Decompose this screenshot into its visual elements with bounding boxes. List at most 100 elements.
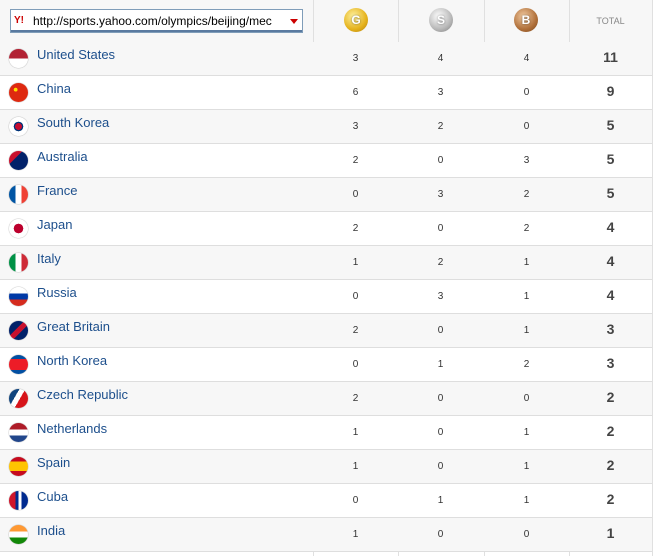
gold-count: 6 — [352, 87, 359, 98]
country-name[interactable]: Italy — [37, 251, 61, 266]
bronze-icon: B — [514, 8, 538, 32]
country-name[interactable]: India — [37, 523, 66, 538]
total-count: 2 — [606, 389, 615, 405]
url-bar[interactable]: Y! http://sports.yahoo.com/olympics/beij… — [10, 9, 303, 33]
bronze-count: 0 — [523, 87, 530, 98]
gold-count: 2 — [352, 393, 359, 404]
silver-icon: S — [429, 8, 453, 32]
silver-count: 0 — [437, 529, 444, 540]
gold-count: 1 — [352, 461, 359, 472]
total-count: 11 — [603, 49, 618, 65]
country-name[interactable]: United States — [37, 47, 116, 62]
gold-count: 1 — [352, 529, 359, 540]
bronze-count: 3 — [523, 155, 530, 166]
total-count: 5 — [606, 185, 615, 201]
total-count: 9 — [606, 83, 615, 99]
country-flag — [9, 117, 28, 136]
country-flag — [9, 389, 28, 408]
silver-count: 1 — [437, 359, 444, 370]
country-name[interactable]: Netherlands — [37, 421, 108, 436]
silver-count: 3 — [437, 87, 444, 98]
country-name[interactable]: Russia — [37, 285, 77, 300]
total-count: 4 — [606, 287, 615, 303]
silver-count: 0 — [437, 393, 444, 404]
country-name[interactable]: China — [37, 81, 71, 96]
country-flag — [9, 525, 28, 544]
country-name[interactable]: South Korea — [37, 115, 110, 130]
silver-count: 3 — [437, 291, 444, 302]
country-name[interactable]: Great Britain — [37, 319, 110, 334]
total-count: 2 — [606, 423, 615, 439]
silver-count: 0 — [437, 427, 444, 438]
country-flag — [9, 49, 28, 68]
country-flag — [9, 457, 28, 476]
bronze-count: 1 — [523, 325, 530, 336]
country-flag — [9, 423, 28, 442]
gold-count: 0 — [352, 291, 359, 302]
gold-count: 2 — [352, 155, 359, 166]
bronze-count: 0 — [523, 393, 530, 404]
table-row: India 1 0 0 1 — [0, 518, 652, 552]
bronze-count: 1 — [523, 291, 530, 302]
country-name[interactable]: Australia — [37, 149, 88, 164]
country-flag — [9, 185, 28, 204]
country-name[interactable]: North Korea — [37, 353, 108, 368]
bronze-count: 0 — [523, 121, 530, 132]
table-row: Russia 0 3 1 4 — [0, 280, 652, 314]
country-name[interactable]: Spain — [37, 455, 71, 470]
total-count: 1 — [606, 525, 615, 541]
bronze-count: 0 — [523, 529, 530, 540]
silver-count: 0 — [437, 461, 444, 472]
table-row: United States 3 4 4 11 — [0, 42, 652, 76]
country-name[interactable]: Czech Republic — [37, 387, 129, 402]
column-divider — [652, 0, 653, 556]
table-row: Cuba 0 1 1 2 — [0, 484, 652, 518]
country-flag — [9, 491, 28, 510]
gold-icon: G — [344, 8, 368, 32]
bronze-count: 1 — [523, 461, 530, 472]
dropdown-arrow[interactable] — [290, 19, 298, 24]
country-flag — [9, 83, 28, 102]
gold-count: 0 — [352, 189, 359, 200]
silver-count: 0 — [437, 155, 444, 166]
total-count: 3 — [606, 355, 615, 371]
silver-count: 4 — [437, 53, 444, 64]
table-row: Great Britain 2 0 1 3 — [0, 314, 652, 348]
country-name[interactable]: Japan — [37, 217, 73, 232]
country-flag — [9, 287, 28, 306]
total-count: 5 — [606, 151, 615, 167]
gold-count: 2 — [352, 223, 359, 234]
table-row: Italy 1 2 1 4 — [0, 246, 652, 280]
bronze-count: 1 — [523, 427, 530, 438]
total-count: 4 — [606, 253, 615, 269]
gold-count: 0 — [352, 495, 359, 506]
country-name[interactable]: France — [37, 183, 78, 198]
silver-count: 2 — [437, 257, 444, 268]
table-row: France 0 3 2 5 — [0, 178, 652, 212]
table-row: Spain 1 0 1 2 — [0, 450, 652, 484]
table-row: Netherlands 1 0 1 2 — [0, 416, 652, 450]
table-row: South Korea 3 2 0 5 — [0, 110, 652, 144]
table-row: Czech Republic 2 0 0 2 — [0, 382, 652, 416]
silver-count: 0 — [437, 325, 444, 336]
bronze-count: 1 — [523, 257, 530, 268]
table-row: North Korea 0 1 2 3 — [0, 348, 652, 382]
url-text: http://sports.yahoo.com/olympics/beijing… — [33, 14, 272, 28]
total-count: 5 — [606, 117, 615, 133]
table-row: China 6 3 0 9 — [0, 76, 652, 110]
gold-count: 2 — [352, 325, 359, 336]
bronze-count: 2 — [523, 359, 530, 370]
gold-count: 1 — [352, 427, 359, 438]
gold-count: 0 — [352, 359, 359, 370]
country-flag — [9, 253, 28, 272]
site-icon: Y! — [14, 15, 24, 26]
bronze-count: 4 — [523, 53, 530, 64]
total-count: 2 — [606, 457, 615, 473]
total-count: 4 — [606, 219, 615, 235]
total-count: 3 — [606, 321, 615, 337]
bronze-count: 2 — [523, 223, 530, 234]
country-flag — [9, 151, 28, 170]
country-flag — [9, 321, 28, 340]
country-name[interactable]: Cuba — [37, 489, 69, 504]
